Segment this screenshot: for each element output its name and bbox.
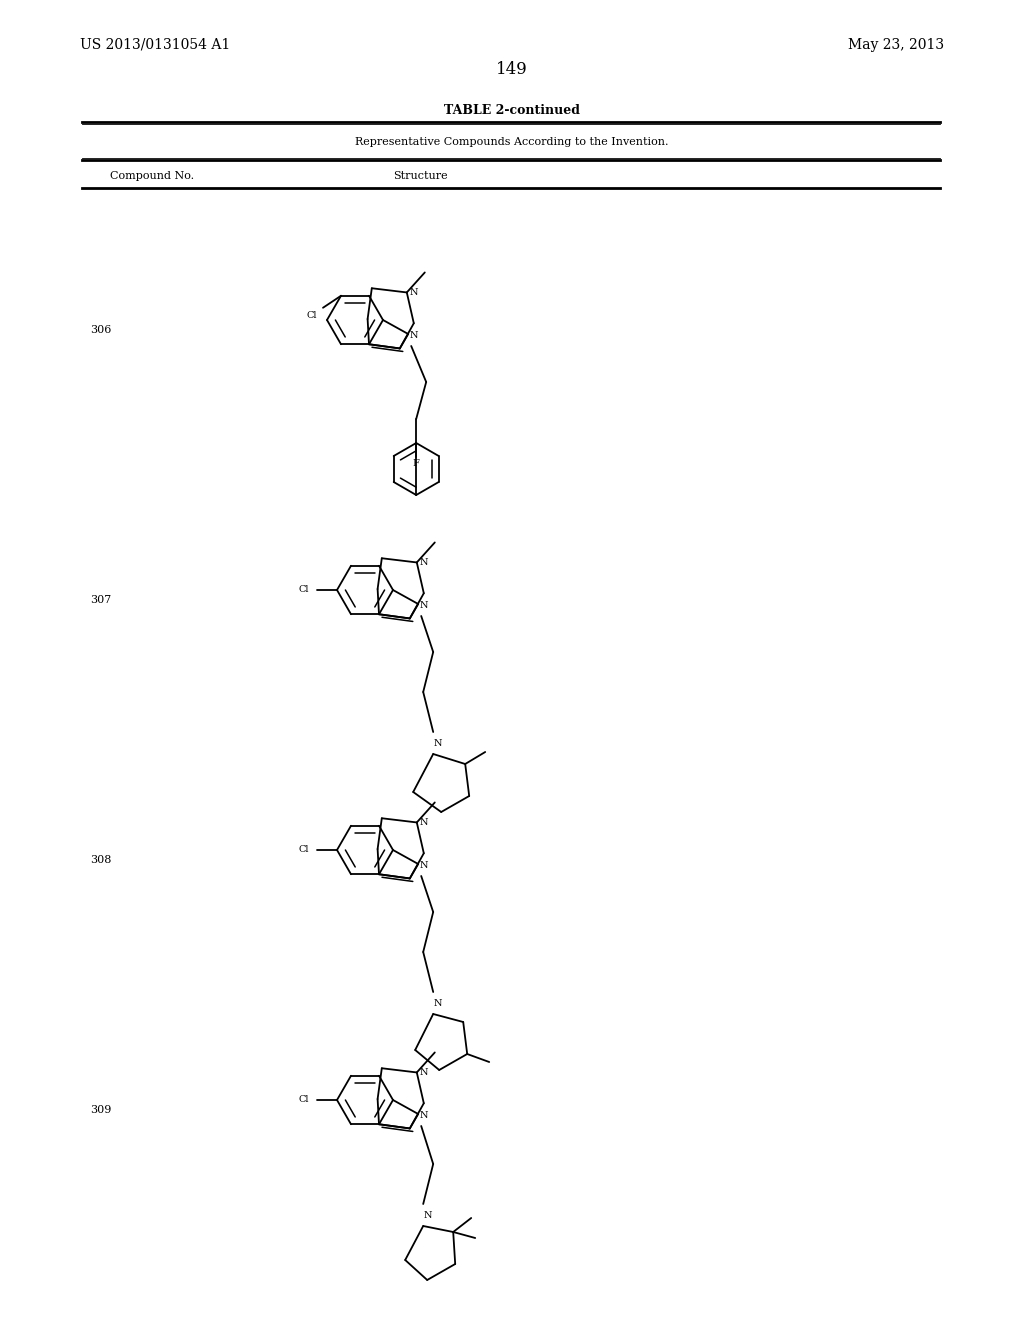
Text: N: N <box>410 288 418 297</box>
Text: Representative Compounds According to the Invention.: Representative Compounds According to th… <box>355 137 669 147</box>
Text: 306: 306 <box>90 325 112 335</box>
Text: N: N <box>420 1111 428 1121</box>
Text: N: N <box>420 1068 428 1077</box>
Text: Cl: Cl <box>306 312 317 321</box>
Text: Compound No.: Compound No. <box>110 172 195 181</box>
Text: N: N <box>420 818 428 826</box>
Text: TABLE 2-continued: TABLE 2-continued <box>444 103 580 116</box>
Text: 307: 307 <box>90 595 112 605</box>
Text: N: N <box>424 1212 432 1221</box>
Text: Cl: Cl <box>299 846 309 854</box>
Text: N: N <box>420 602 428 610</box>
Text: 149: 149 <box>496 62 528 78</box>
Text: Cl: Cl <box>299 1096 309 1105</box>
Text: 309: 309 <box>90 1105 112 1115</box>
Text: Cl: Cl <box>299 586 309 594</box>
Text: N: N <box>420 862 428 870</box>
Text: N: N <box>410 331 419 341</box>
Text: N: N <box>434 999 442 1008</box>
Text: F: F <box>413 458 420 467</box>
Text: May 23, 2013: May 23, 2013 <box>848 38 944 51</box>
Text: 308: 308 <box>90 855 112 865</box>
Text: N: N <box>434 739 442 748</box>
Text: US 2013/0131054 A1: US 2013/0131054 A1 <box>80 38 230 51</box>
Text: N: N <box>420 558 428 568</box>
Text: Structure: Structure <box>392 172 447 181</box>
